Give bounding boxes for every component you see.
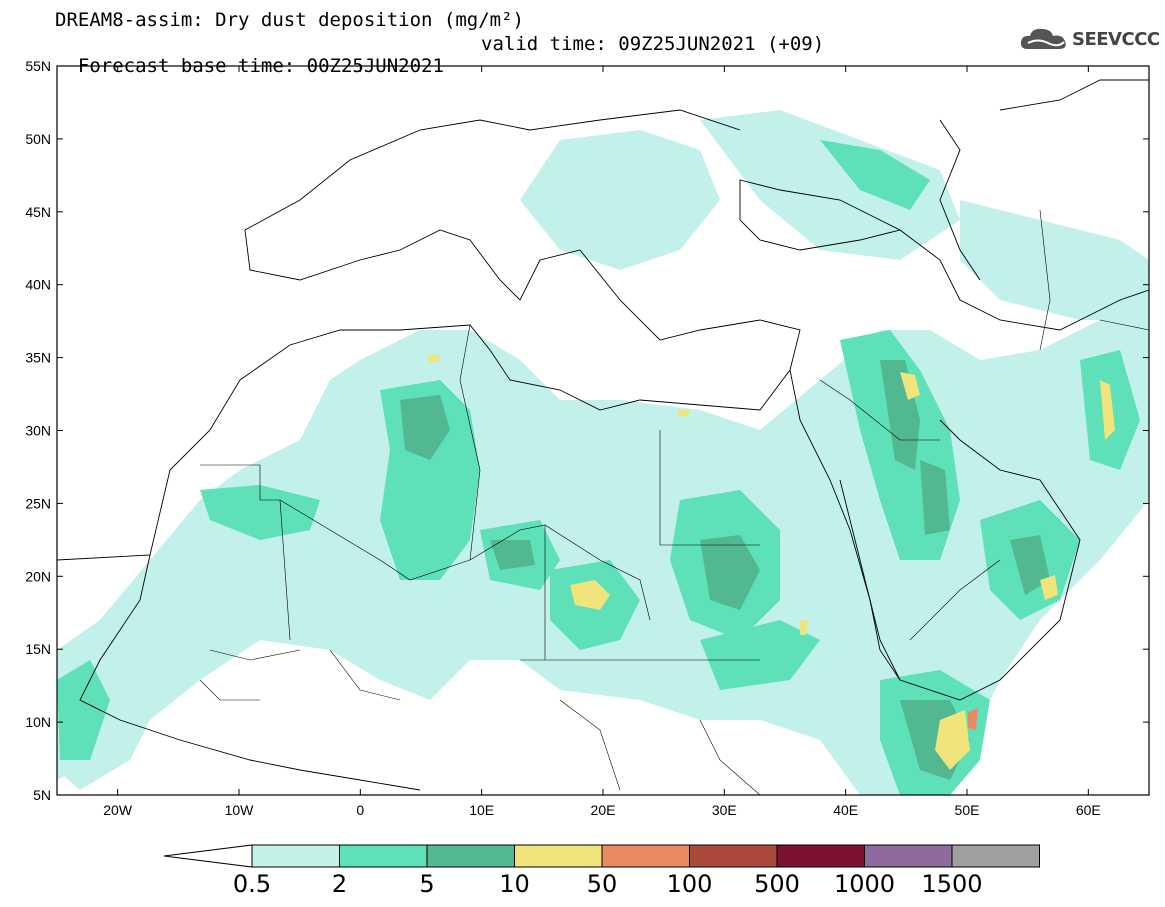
colorbar-label: 50 <box>586 870 618 898</box>
lat-tick-label: 55N <box>25 58 51 74</box>
lat-tick-label: 25N <box>25 495 51 511</box>
colorbar-label: 500 <box>754 870 800 898</box>
colorbar-label: 1500 <box>921 870 983 898</box>
lon-tick-label: 60E <box>1076 802 1101 818</box>
map-title: DREAM8-assim: Dry dust deposition (mg/m²… <box>55 9 524 31</box>
colorbar-swatch <box>339 844 428 868</box>
colorbar-label: 1000 <box>833 870 896 898</box>
lat-tick-label: 10N <box>25 714 51 730</box>
logo-text: SEEVCCC <box>1072 29 1160 50</box>
colorbar-swatch <box>251 844 340 868</box>
lat-tick-label: 30N <box>25 423 51 439</box>
colorbar-max-arrow <box>1039 844 1040 868</box>
colorbar-swatch <box>514 844 603 868</box>
lat-tick-label: 50N <box>25 131 51 147</box>
valid-time: valid time: 09Z25JUN2021 (+09) <box>481 33 825 55</box>
lon-tick-label: 0 <box>356 802 364 818</box>
colorbar-label: 100 <box>666 870 713 898</box>
lon-tick-label: 20E <box>591 802 616 818</box>
lon-tick-label: 20W <box>103 802 133 818</box>
colorbar <box>163 844 1040 868</box>
longitude-axis: 20W 10W 0 10E 20E 30E 40E 50E 60E <box>103 66 1101 818</box>
lat-tick-label: 35N <box>25 350 51 366</box>
lat-tick-label: 15N <box>25 641 51 657</box>
lon-tick-label: 10W <box>225 802 255 818</box>
colorbar-label: 5 <box>419 870 435 898</box>
colorbar-min-arrow <box>163 844 253 868</box>
deposition-level-10 <box>428 355 1115 770</box>
deposition-field <box>57 110 1149 795</box>
colorbar-labels: 0.5 2 5 10 50 100 500 1000 1500 <box>0 870 1165 900</box>
coastlines <box>57 79 1149 791</box>
country-borders <box>199 209 1149 795</box>
lon-tick-label: 40E <box>833 802 858 818</box>
colorbar-swatch <box>601 844 690 868</box>
lon-tick-label: 50E <box>955 802 980 818</box>
lon-tick-label: 30E <box>712 802 737 818</box>
latitude-axis: 5N 10N 15N 20N 25N 30N 35N 40N 45N 50N 55N <box>25 58 1149 803</box>
lat-tick-label: 40N <box>25 277 51 293</box>
colorbar-swatch <box>689 844 778 868</box>
deposition-level-0.5 <box>57 110 1149 795</box>
colorbar-label: 10 <box>499 870 530 898</box>
colorbar-swatch <box>951 844 1040 868</box>
lat-tick-label: 5N <box>33 787 51 803</box>
lon-tick-label: 10E <box>469 802 494 818</box>
colorbar-swatch <box>426 844 515 868</box>
lat-tick-label: 45N <box>25 204 51 220</box>
deposition-level-50 <box>968 708 978 730</box>
seevccc-logo: SEEVCCC <box>1018 24 1160 56</box>
cloud-logo-icon <box>1020 28 1066 49</box>
lat-tick-label: 20N <box>25 568 51 584</box>
colorbar-label: 0.5 <box>232 870 272 898</box>
colorbar-label: 2 <box>331 870 348 898</box>
colorbar-swatch <box>864 844 953 868</box>
colorbar-swatch <box>776 844 865 868</box>
